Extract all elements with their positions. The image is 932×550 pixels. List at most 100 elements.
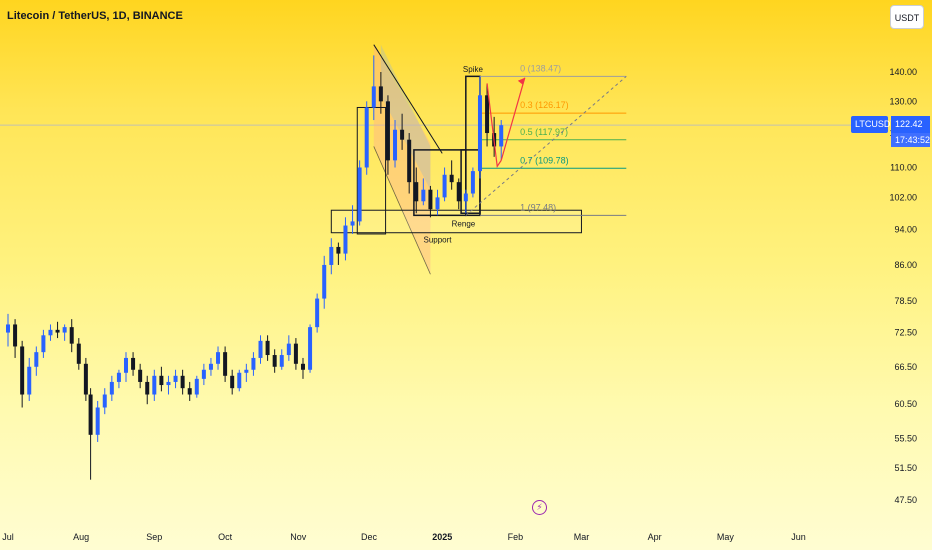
candle-body-42: [300, 363, 305, 370]
candle-45: [322, 255, 327, 309]
candle-62: [442, 167, 447, 202]
fib-level-label-1: 0.3 (126.17): [520, 100, 569, 110]
candle-61: [435, 189, 440, 216]
candle-body-64: [456, 182, 461, 202]
candle-57: [407, 133, 412, 194]
candle-body-1: [13, 324, 18, 347]
price-axis-label-6: 86.00: [894, 260, 917, 270]
candle-14: [102, 388, 107, 415]
candle-52: [371, 55, 376, 121]
candle-29: [208, 357, 213, 376]
candle-body-68: [485, 95, 490, 134]
candle-body-55: [393, 129, 398, 161]
candle-4: [34, 346, 39, 376]
candle-body-39: [279, 355, 284, 367]
price-axis-label-0: 140.00: [889, 67, 917, 77]
last-price-label: 122.42: [891, 116, 930, 133]
candle-36: [258, 335, 263, 364]
candle-body-47: [336, 246, 341, 254]
candle-body-56: [400, 129, 405, 140]
candle-body-40: [286, 343, 291, 356]
candle-1: [13, 319, 18, 358]
candle-59: [421, 178, 426, 206]
candle-16: [116, 369, 121, 389]
candle-body-35: [251, 357, 256, 370]
candle-64: [456, 178, 461, 210]
range-label: Renge: [452, 220, 476, 229]
candle-2: [20, 340, 25, 408]
candle-44: [315, 293, 320, 333]
candle-body-6: [48, 329, 53, 336]
candle-9: [69, 319, 74, 353]
candle-body-53: [378, 86, 383, 102]
candle-body-20: [145, 381, 150, 395]
candle-body-14: [102, 394, 107, 408]
candle-49: [350, 205, 355, 234]
target-arrow-head: [517, 77, 525, 85]
bar-countdown-label: 17:43:52: [891, 133, 930, 147]
price-axis-label-4: 102.00: [889, 192, 917, 202]
candle-48: [343, 217, 348, 261]
candle-body-49: [350, 221, 355, 226]
candle-7: [55, 321, 60, 339]
spike-label: Spike: [463, 65, 484, 74]
candle-39: [279, 349, 284, 370]
candle-body-21: [152, 375, 157, 395]
time-axis-label-3: Oct: [218, 532, 233, 542]
candle-37: [265, 335, 270, 361]
time-axis-label-8: Mar: [574, 532, 590, 542]
candle-60: [428, 185, 433, 218]
lightning-icon[interactable]: ⚡: [532, 500, 547, 515]
candle-body-23: [166, 381, 171, 386]
fib-level-label-3: 0.7 (109.78): [520, 155, 569, 165]
currency-selector-button[interactable]: USDT: [890, 5, 924, 29]
candle-body-34: [244, 369, 249, 373]
time-axis-label-7: Feb: [508, 532, 524, 542]
candle-20: [145, 375, 150, 405]
price-axis-label-11: 55.50: [894, 433, 917, 443]
price-axis-label-13: 47.50: [894, 495, 917, 505]
candle-body-66: [470, 171, 475, 194]
candle-66: [470, 167, 475, 198]
candle-33: [237, 369, 242, 392]
candle-body-57: [407, 139, 412, 183]
candle-21: [152, 369, 157, 401]
candle-body-7: [55, 329, 60, 333]
candle-body-2: [20, 346, 25, 395]
candle-body-61: [435, 197, 440, 210]
candle-34: [244, 363, 249, 382]
candle-56: [400, 113, 405, 150]
price-axis-label-5: 94.00: [894, 225, 917, 235]
candle-body-41: [293, 343, 298, 364]
candle-body-59: [421, 189, 426, 202]
support-label: Support: [423, 236, 452, 245]
candle-17: [123, 352, 128, 382]
candle-8: [62, 324, 67, 341]
time-axis-label-11: Jun: [791, 532, 806, 542]
fib-level-label-2: 0.5 (117.97): [520, 127, 568, 137]
candle-38: [272, 349, 277, 373]
candle-25: [180, 369, 185, 395]
candle-body-19: [138, 369, 143, 382]
candle-body-30: [216, 352, 221, 364]
time-axis-label-0: Jul: [2, 532, 14, 542]
candle-body-36: [258, 340, 263, 358]
candle-0: [6, 313, 10, 347]
candle-body-33: [237, 372, 242, 389]
candle-32: [230, 369, 235, 395]
time-axis-label-1: Aug: [73, 532, 89, 542]
candle-70: [499, 120, 504, 161]
price-axis-label-12: 51.50: [894, 463, 917, 473]
chart-title: Litecoin / TetherUS, 1D, BINANCE: [7, 10, 183, 22]
candle-50: [357, 160, 362, 226]
candle-body-38: [272, 355, 277, 367]
time-axis-label-9: Apr: [648, 532, 662, 542]
candle-body-12: [88, 394, 93, 435]
candle-body-31: [223, 352, 228, 376]
candle-55: [393, 120, 398, 168]
candles-layer: [6, 55, 504, 480]
candle-27: [194, 375, 199, 398]
